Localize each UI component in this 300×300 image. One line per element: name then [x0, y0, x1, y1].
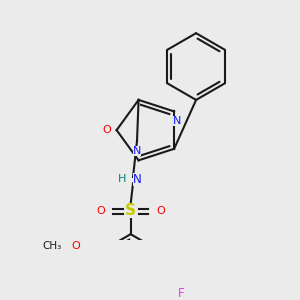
Text: CH₃: CH₃ — [43, 241, 62, 251]
Text: O: O — [157, 206, 165, 216]
Text: S: S — [125, 203, 136, 218]
Text: N: N — [173, 116, 182, 126]
Text: O: O — [96, 206, 105, 216]
Text: O: O — [71, 241, 80, 251]
Text: N: N — [133, 146, 141, 156]
Text: O: O — [103, 125, 112, 135]
Text: F: F — [178, 287, 184, 300]
Text: N: N — [133, 173, 141, 186]
Text: H: H — [118, 174, 126, 184]
